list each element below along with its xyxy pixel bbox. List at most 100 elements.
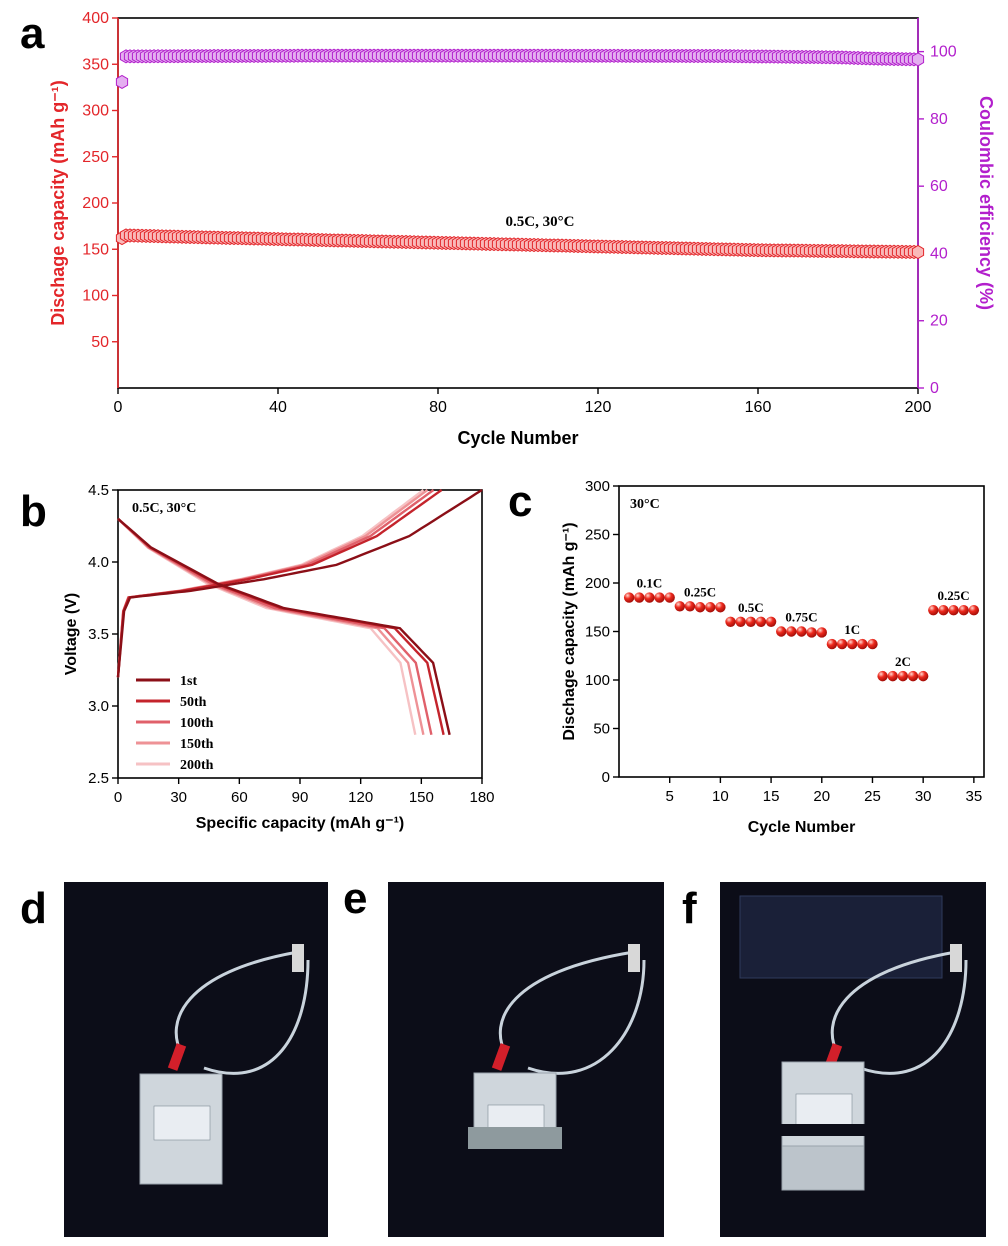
panel-letter-a: a [20,9,45,58]
rate-point [786,626,797,637]
x-tick-label: 5 [666,788,674,805]
rate-point [907,670,919,682]
legend-label: 1st [180,674,197,689]
rate-point [705,602,716,613]
connector [628,944,640,972]
y-tick-label: 200 [585,575,610,592]
legend-label: 50th [180,695,207,710]
chart-c: 5 10 15 20 25 30 35 0 50 100 150 200 250 300 Cycle Num… [561,478,985,836]
chart-a: 0 40 80 120 160 200 50 100 150 200 250 300 350 400 0 20… [48,10,996,448]
y-left-tick-label: 100 [82,288,109,305]
rate-point [948,604,959,616]
rate-point [664,592,675,603]
rate-point [857,638,868,650]
rate-point [654,592,665,603]
rate-point [796,626,807,637]
x-tick-label: 35 [966,788,983,805]
x-tick-label: 20 [813,788,830,805]
x-tick-label: 10 [712,788,729,805]
x-tick-label: 180 [469,789,494,806]
x-axis-label: Cycle Number [457,428,578,448]
pouch-label [795,1093,853,1129]
wire [859,959,968,1075]
annotation-condition: 0.5C, 30°C [506,214,575,230]
rate-label: 0.25C [684,584,716,599]
y-tick-label: 50 [593,721,610,738]
y-axis-label: Dischage capacity (mAh g⁻¹) [561,522,578,740]
y-left-tick-label: 50 [91,334,109,351]
cut-gap [780,1124,866,1136]
y-tick-label: 3.0 [88,698,109,715]
y-left-axis-label: Dischage capacity (mAh g⁻¹) [48,80,68,326]
y-left-tick-label: 300 [82,103,109,120]
rate-point [836,638,848,650]
y-axis-label: Voltage (V) [63,593,80,675]
rate-point [765,616,777,627]
x-tick-label: 15 [763,788,780,805]
y-right-axis-label: Coulombic efficiency (%) [976,96,996,310]
y-right-tick-label: 80 [930,111,948,128]
y-tick-label: 0 [602,769,610,786]
y-right-tick-label: 100 [930,44,957,61]
y-tick-label: 4.5 [88,482,109,499]
x-tick-label: 150 [409,789,434,806]
photo-d [64,882,328,1237]
rate-point [826,638,838,650]
folded-edge [468,1127,562,1149]
x-tick-label: 60 [231,789,248,806]
y-left-tick-label: 350 [82,56,109,73]
charge-curve-1st [116,488,483,678]
x-tick-label: 80 [429,399,447,416]
x-tick-label: 120 [348,789,373,806]
rate-label: 0.25C [938,588,970,603]
y-tick-label: 150 [585,624,610,641]
annotation-condition: 30°C [630,497,660,512]
rate-point [877,670,888,682]
rate-label: 0.1C [637,576,663,591]
efficiency-point [115,74,129,89]
legend-label: 150th [180,737,214,752]
rate-point [684,601,696,612]
rate-point [958,604,969,616]
connector [292,944,304,972]
photo-panels [64,882,986,1237]
y-left-tick-label: 200 [82,195,109,212]
rate-point [846,638,858,650]
panel-letter-c: c [508,477,532,526]
wire [498,950,635,1055]
x-tick-label: 200 [905,399,932,416]
rate-point [715,602,726,613]
acrylic-plate [739,895,943,979]
rate-point [806,627,817,638]
rate-point [867,638,878,650]
rate-point [938,604,949,616]
y-right-tick-label: 20 [930,313,948,330]
y-tick-label: 2.5 [88,770,109,787]
y-tick-label: 250 [585,527,610,544]
x-tick-label: 120 [585,399,612,416]
x-tick-label: 160 [745,399,772,416]
annotation-condition: 0.5C, 30°C [132,501,196,516]
red-clip [167,1043,187,1071]
rate-point [917,670,929,682]
photo-e [388,882,664,1237]
rate-point [674,601,686,612]
rate-point [623,592,635,603]
wire [203,959,310,1075]
connector [950,944,962,972]
x-tick-label: 0 [114,399,123,416]
discharge-curve-1st [117,517,451,736]
rate-point [968,604,980,616]
charge-curve-200th [116,489,425,678]
legend-label: 100th [180,716,214,731]
y-tick-label: 4.0 [88,554,109,571]
y-tick-label: 3.5 [88,626,109,643]
rate-point [776,626,787,637]
y-right-tick-label: 60 [930,178,948,195]
y-tick-label: 100 [585,672,610,689]
rate-point [634,592,645,603]
x-axis-label: Cycle Number [748,819,856,836]
x-tick-label: 0 [114,789,122,806]
panel-letter-b: b [20,487,47,536]
